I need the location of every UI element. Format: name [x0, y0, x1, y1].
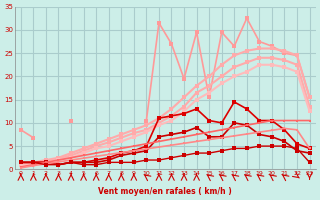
X-axis label: Vent moyen/en rafales ( km/h ): Vent moyen/en rafales ( km/h ): [98, 187, 232, 196]
